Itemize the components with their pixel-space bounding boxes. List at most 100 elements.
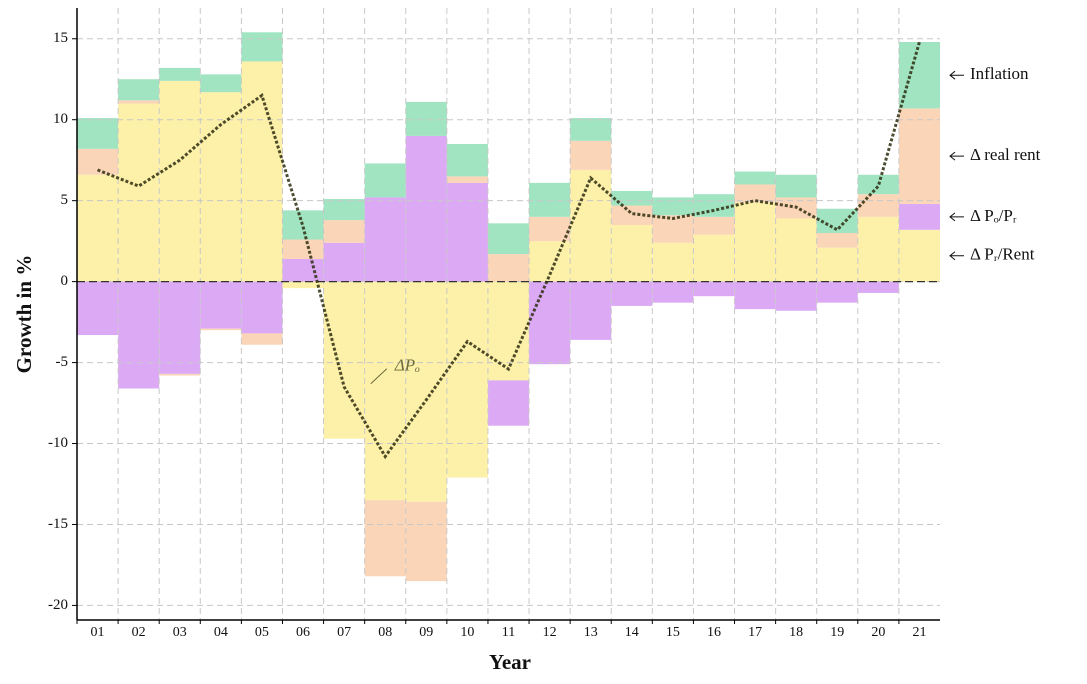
annotation-arrow xyxy=(370,368,388,385)
x-tick-label: 10 xyxy=(460,625,474,640)
bar-segment xyxy=(446,281,488,478)
bar-segment xyxy=(570,140,612,170)
bar-segment xyxy=(446,176,488,183)
bar-segment xyxy=(898,42,940,109)
x-tick-label: 08 xyxy=(378,625,392,640)
x-tick-label: 12 xyxy=(543,625,557,640)
bar-segment xyxy=(734,171,776,185)
y-tick-label: 0 xyxy=(61,273,69,289)
x-tick-label: 09 xyxy=(419,625,433,640)
bar-segment xyxy=(241,281,283,334)
label-arrow xyxy=(949,70,964,80)
bar-segment xyxy=(652,242,694,282)
bar-segment xyxy=(364,197,406,282)
label-arrow xyxy=(949,251,964,261)
bar-segment xyxy=(323,199,365,221)
bar-segment xyxy=(857,194,899,217)
bar-segment xyxy=(734,202,776,282)
bar-segment xyxy=(529,241,571,282)
bar-segment xyxy=(898,229,940,282)
y-tick-label: -20 xyxy=(48,597,68,613)
bar-segment xyxy=(364,163,406,198)
bar-segment xyxy=(446,182,488,282)
bar-segment xyxy=(898,203,940,230)
bar-segment xyxy=(611,190,653,206)
grid xyxy=(77,8,940,620)
y-tick-label: 15 xyxy=(53,30,68,46)
bar-segment xyxy=(611,224,653,282)
bar-segment xyxy=(241,32,283,62)
x-tick-label: 21 xyxy=(912,625,926,640)
series-label: Δ Pᵣ/Rent xyxy=(970,245,1035,264)
series-label: Δ real rent xyxy=(970,145,1041,164)
bar-segment xyxy=(159,80,201,282)
bar-segment xyxy=(816,281,858,303)
x-tick-label: 19 xyxy=(830,625,844,640)
bar-segment xyxy=(487,223,530,255)
bar-segment xyxy=(816,247,858,282)
bar-segment xyxy=(364,281,406,501)
bar-segment xyxy=(200,74,242,93)
bar-segment xyxy=(775,281,817,311)
line xyxy=(96,41,921,460)
bar-segment xyxy=(775,174,817,198)
y-tick-label: 5 xyxy=(61,192,69,208)
bar-segment xyxy=(364,500,406,577)
bar-segment xyxy=(734,281,776,310)
bar-segment xyxy=(693,281,735,297)
bar-segment xyxy=(77,174,119,282)
series-label: Δ Pₒ/Pᵣ xyxy=(970,206,1017,225)
bar-segment xyxy=(118,281,160,389)
x-tick-label: 06 xyxy=(296,625,310,640)
x-tick-label: 15 xyxy=(666,625,680,640)
x-tick-label: 17 xyxy=(748,625,762,640)
bar-segment xyxy=(529,281,571,365)
bar-segment xyxy=(570,118,612,141)
bar-segment xyxy=(734,184,776,203)
bar-segment xyxy=(118,100,160,104)
y-tick-label: -15 xyxy=(48,516,68,532)
bar-segment xyxy=(405,135,447,282)
bar-segment xyxy=(323,242,365,282)
y-axis-label: Growth in % xyxy=(12,255,36,374)
bar-segment xyxy=(405,101,447,136)
bar-segment xyxy=(529,216,571,242)
x-tick-label: 05 xyxy=(255,625,269,640)
x-tick-label: 03 xyxy=(173,625,187,640)
x-tick-label: 18 xyxy=(789,625,803,640)
bar-segment xyxy=(200,92,242,282)
bar-segment xyxy=(323,281,365,439)
bar-segment xyxy=(282,281,324,289)
bars xyxy=(77,32,940,582)
bar-segment xyxy=(693,216,735,235)
bar-segment xyxy=(282,210,324,240)
bar-segment xyxy=(282,258,324,282)
bar-segment xyxy=(898,108,940,204)
x-tick-label: 20 xyxy=(871,625,885,640)
label-arrow xyxy=(949,212,964,222)
x-tick-label: 02 xyxy=(132,625,146,640)
bar-segment xyxy=(652,281,694,303)
bar-segment xyxy=(857,174,899,195)
bar-segment xyxy=(118,79,160,101)
bar-segment xyxy=(159,281,201,374)
bar-segment xyxy=(159,373,201,376)
x-tick-label: 13 xyxy=(584,625,598,640)
bar-segment xyxy=(118,103,160,282)
bar-segment xyxy=(529,182,571,217)
bar-segment xyxy=(200,281,242,329)
bar-segment xyxy=(159,67,201,81)
x-tick-label: 11 xyxy=(502,625,515,640)
y-tick-label: -10 xyxy=(48,435,68,451)
bar-segment xyxy=(77,118,119,149)
bar-segment xyxy=(323,220,365,243)
x-tick-label: 01 xyxy=(91,625,105,640)
bar-segment xyxy=(570,169,612,282)
bar-segment xyxy=(446,144,488,177)
bar-segment xyxy=(282,239,324,259)
y-tick-label: -5 xyxy=(56,354,69,370)
bar-segment xyxy=(693,234,735,282)
line-label: ΔPₒ xyxy=(394,356,420,375)
bar-segment xyxy=(857,216,899,282)
